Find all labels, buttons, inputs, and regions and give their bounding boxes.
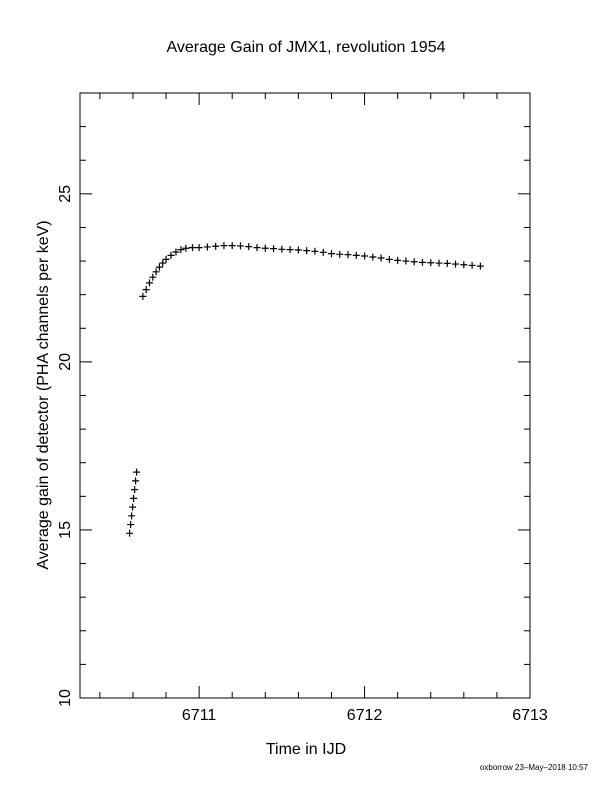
point — [129, 503, 137, 511]
y-axis-label: Average gain of detector (PHA channels p… — [35, 220, 52, 569]
point — [127, 521, 135, 529]
point — [155, 263, 163, 271]
point — [203, 243, 211, 251]
point — [212, 242, 220, 250]
point — [132, 477, 140, 485]
x-tick-label: 6712 — [347, 707, 383, 724]
point — [182, 244, 190, 252]
point — [327, 250, 335, 258]
point — [152, 268, 160, 276]
point — [385, 255, 393, 263]
point — [220, 242, 228, 250]
y-tick-label: 25 — [57, 185, 74, 203]
point — [311, 247, 319, 255]
point — [128, 512, 136, 520]
point — [336, 250, 344, 258]
point — [228, 242, 236, 250]
point — [189, 244, 196, 252]
point — [149, 273, 157, 281]
point — [468, 261, 476, 269]
point — [167, 251, 175, 259]
point — [294, 246, 302, 254]
point — [278, 245, 286, 253]
point — [361, 252, 369, 260]
point — [460, 261, 468, 269]
point — [177, 246, 185, 254]
x-axis-label: Time in IJD — [266, 741, 346, 758]
point — [139, 292, 147, 300]
point — [443, 259, 451, 267]
point — [253, 244, 261, 252]
point — [245, 243, 253, 251]
point — [344, 251, 352, 259]
point — [145, 279, 153, 287]
point — [410, 258, 418, 266]
x-tick-label: 6713 — [512, 707, 548, 724]
point — [172, 248, 180, 256]
point — [159, 259, 167, 267]
point — [236, 242, 244, 250]
point — [427, 259, 435, 267]
point — [319, 248, 327, 256]
point — [261, 244, 269, 252]
point — [352, 251, 360, 259]
point — [369, 253, 377, 261]
point — [286, 246, 294, 254]
point — [133, 468, 141, 476]
footer: oxborrow 23–May–2018 10:57 — [480, 763, 589, 772]
point — [476, 262, 484, 270]
point — [131, 486, 139, 494]
y-tick-label: 10 — [57, 689, 74, 707]
point — [452, 260, 460, 268]
point — [435, 259, 443, 267]
point — [162, 255, 170, 263]
x-tick-label: 6711 — [182, 707, 217, 724]
point — [142, 286, 150, 294]
point — [270, 245, 278, 253]
point — [126, 529, 134, 537]
point — [303, 247, 311, 255]
point — [418, 258, 426, 266]
point — [195, 244, 203, 252]
point — [377, 254, 385, 262]
point — [394, 256, 402, 264]
y-tick-label: 20 — [57, 353, 74, 371]
y-tick-label: 15 — [57, 521, 74, 539]
chart-title: Average Gain of JMX1, revolution 1954 — [167, 39, 446, 56]
point — [130, 494, 138, 502]
point — [402, 257, 410, 265]
